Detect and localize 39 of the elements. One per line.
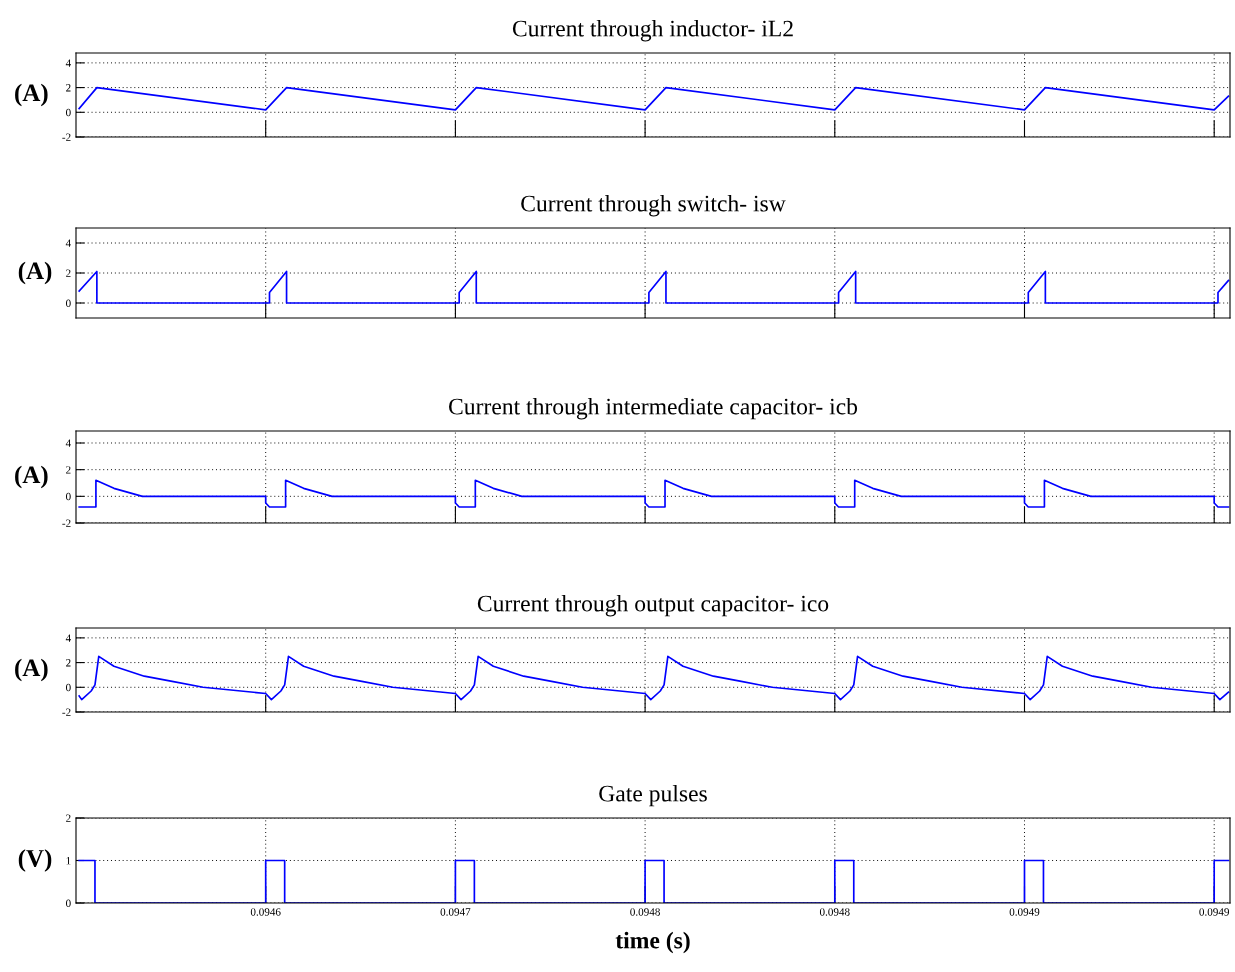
y-tick-label: 0 bbox=[66, 299, 71, 307]
y-tick-label: 2 bbox=[66, 269, 71, 277]
y-axis-title: (V) bbox=[18, 849, 52, 872]
x-tick-label: 0.0948 bbox=[630, 908, 660, 916]
x-axis-title: time (s) bbox=[615, 931, 690, 954]
line-series bbox=[78, 86, 1230, 111]
y-tick-label: 4 bbox=[65, 239, 71, 247]
y-tick-label: 0 bbox=[66, 492, 71, 501]
y-tick-label: -2 bbox=[62, 133, 71, 141]
y-tick-label: 4 bbox=[65, 634, 71, 642]
x-tick-label: 0.0946 bbox=[250, 908, 281, 916]
y-tick-label: 0 bbox=[66, 108, 71, 117]
y-axis-title: (A) bbox=[15, 658, 48, 682]
y-tick-label: 4 bbox=[65, 439, 71, 447]
x-tick-label: 0.0949 bbox=[1009, 908, 1040, 916]
line-series bbox=[78, 655, 1230, 701]
y-tick-label: 0 bbox=[66, 683, 71, 692]
chart-title: Current through inductor- iL2 bbox=[512, 19, 793, 42]
y-tick-label: 1 bbox=[66, 857, 71, 865]
y-tick-label: 0 bbox=[66, 899, 71, 907]
line-series bbox=[78, 479, 1230, 508]
x-tick-label: 0.0947 bbox=[440, 908, 471, 916]
y-tick-label: 2 bbox=[66, 814, 71, 822]
chart-title: Current through intermediate capacitor- icb bbox=[449, 397, 858, 420]
x-tick-label: 0.0948 bbox=[819, 908, 850, 916]
y-tick-label: 2 bbox=[66, 659, 71, 667]
y-tick-label: -2 bbox=[62, 708, 71, 716]
y-axis-title: (A) bbox=[15, 83, 48, 107]
y-tick-label: -2 bbox=[62, 519, 71, 527]
chart-title: Gate pulses bbox=[599, 784, 707, 807]
y-tick-label: 2 bbox=[66, 466, 71, 474]
y-tick-label: 4 bbox=[65, 59, 71, 67]
y-axis-title: (A) bbox=[15, 465, 48, 489]
x-tick-label: 0.0949 bbox=[1199, 908, 1230, 916]
line-series bbox=[78, 270, 1230, 304]
chart-title: Current through switch- isw bbox=[521, 194, 786, 217]
chart-title: Current through output capacitor- ico bbox=[477, 594, 829, 617]
y-tick-label: 2 bbox=[66, 84, 71, 92]
y-axis-title: (A) bbox=[18, 261, 52, 285]
